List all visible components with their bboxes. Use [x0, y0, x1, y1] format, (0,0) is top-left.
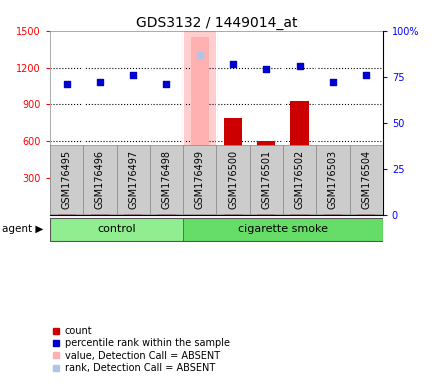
- Bar: [50, 218, 183, 241]
- Bar: [283, 145, 316, 214]
- Text: control: control: [97, 224, 135, 234]
- Text: GSM176499: GSM176499: [194, 150, 204, 209]
- Bar: [124, 152, 142, 215]
- Text: GSM176498: GSM176498: [161, 150, 171, 209]
- Bar: [349, 145, 382, 214]
- Bar: [50, 145, 83, 214]
- Bar: [83, 145, 116, 214]
- Point: [262, 66, 269, 73]
- Bar: [183, 145, 216, 214]
- Point: [362, 72, 369, 78]
- Bar: [183, 31, 216, 215]
- Text: GSM176501: GSM176501: [261, 150, 271, 209]
- Point: [196, 51, 203, 58]
- Point: [63, 81, 70, 87]
- Bar: [249, 145, 283, 214]
- Point: [296, 63, 302, 69]
- Bar: [290, 101, 308, 215]
- Point: [329, 79, 335, 85]
- Text: agent ▶: agent ▶: [2, 224, 43, 235]
- Bar: [116, 145, 149, 214]
- Bar: [256, 141, 275, 215]
- Bar: [91, 171, 109, 215]
- Bar: [183, 218, 382, 241]
- Legend: count, percentile rank within the sample, value, Detection Call = ABSENT, rank, : count, percentile rank within the sample…: [48, 322, 233, 377]
- Bar: [316, 145, 349, 214]
- Bar: [190, 37, 208, 215]
- Point: [129, 72, 136, 78]
- Point: [163, 81, 170, 87]
- Text: GSM176504: GSM176504: [360, 150, 370, 209]
- Text: GSM176503: GSM176503: [327, 150, 337, 209]
- Text: cigarette smoke: cigarette smoke: [237, 224, 327, 234]
- Text: GSM176502: GSM176502: [294, 150, 304, 209]
- Text: GSM176495: GSM176495: [62, 150, 72, 209]
- Text: GSM176500: GSM176500: [227, 150, 237, 209]
- Bar: [149, 145, 183, 214]
- Text: GSM176497: GSM176497: [128, 150, 138, 209]
- Bar: [216, 145, 249, 214]
- Text: GSM176496: GSM176496: [95, 150, 105, 209]
- Title: GDS3132 / 1449014_at: GDS3132 / 1449014_at: [135, 16, 296, 30]
- Bar: [157, 176, 175, 215]
- Point: [229, 61, 236, 67]
- Bar: [356, 146, 375, 215]
- Bar: [224, 118, 242, 215]
- Bar: [57, 170, 76, 215]
- Point: [96, 79, 103, 85]
- Bar: [323, 162, 341, 215]
